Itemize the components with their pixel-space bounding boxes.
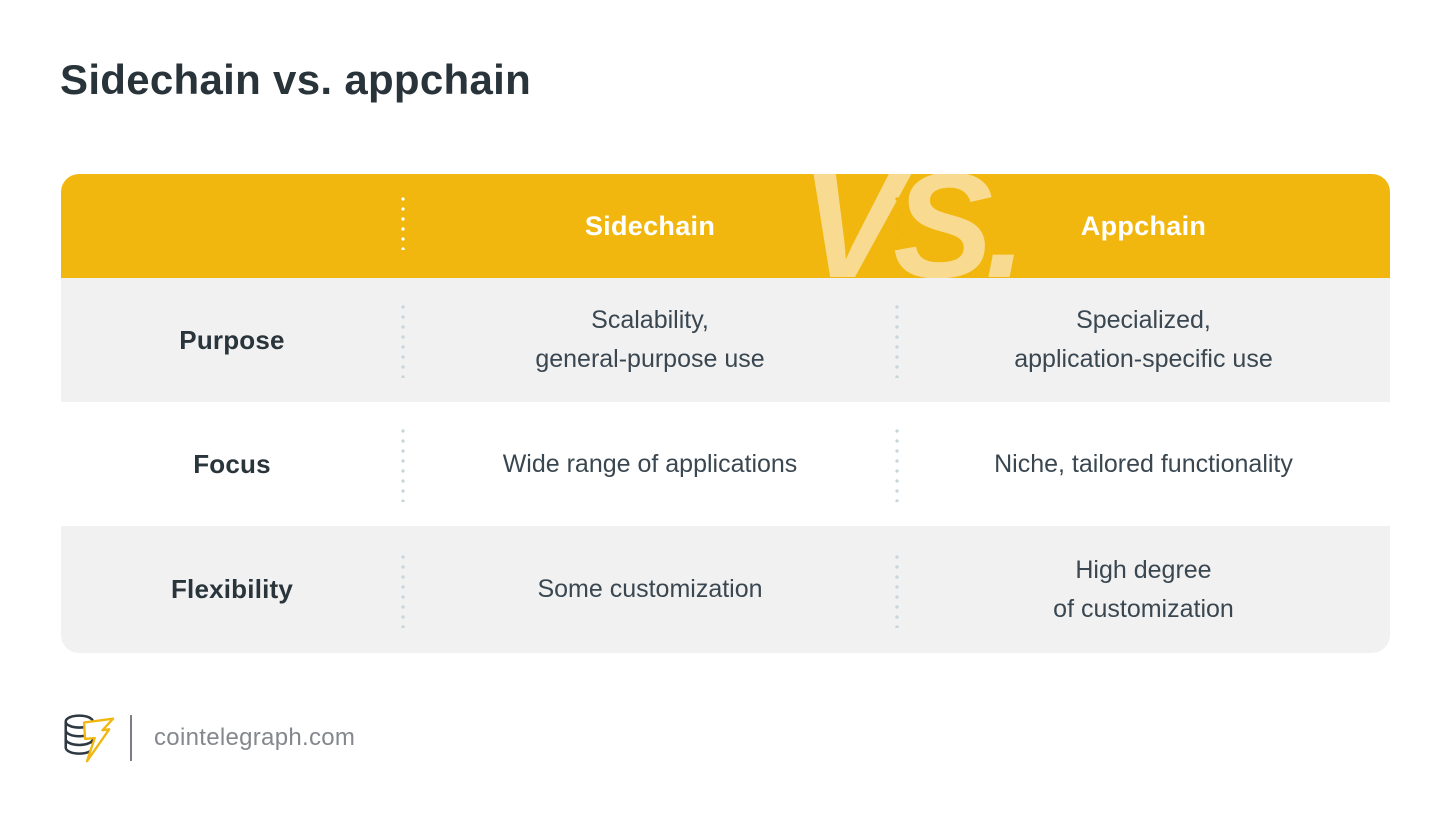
dotted-divider-icon xyxy=(895,302,899,378)
table-row-purpose: Purpose Scalability, general-purpose use… xyxy=(61,278,1390,402)
header-empty-cell xyxy=(61,174,403,278)
dotted-divider-icon xyxy=(895,426,899,502)
table-header-row: VS. Sidechain Appchain xyxy=(61,174,1390,278)
dotted-divider-icon xyxy=(401,426,405,502)
header-appchain: Appchain xyxy=(1080,210,1207,241)
footer-divider xyxy=(130,715,132,761)
appchain-cell: High degree of customization xyxy=(1053,555,1234,623)
table-row-flexibility: Flexibility Some customization High degr… xyxy=(61,526,1390,653)
row-label: Flexibility xyxy=(170,574,294,604)
dotted-divider-icon xyxy=(401,551,405,628)
table-row-focus: Focus Wide range of applications Niche, … xyxy=(61,402,1390,526)
row-label: Focus xyxy=(193,448,271,479)
row-label: Purpose xyxy=(179,324,285,355)
footer: cointelegraph.com xyxy=(58,706,355,770)
dotted-divider-icon xyxy=(895,551,899,628)
sidechain-cell: Scalability, general-purpose use xyxy=(535,306,765,373)
dotted-divider-icon xyxy=(401,194,405,250)
header-sidechain: Sidechain xyxy=(584,210,716,241)
dotted-divider-icon xyxy=(401,302,405,378)
dotted-divider-icon xyxy=(895,194,899,250)
site-url: cointelegraph.com xyxy=(154,724,356,751)
comparison-table: VS. Sidechain Appchain Purpose Scalabili… xyxy=(61,174,1390,653)
page-title: Sidechain vs. appchain xyxy=(60,56,532,103)
cointelegraph-logo-icon xyxy=(64,714,115,763)
appchain-cell: Specialized, application-specific use xyxy=(1014,306,1273,373)
sidechain-cell: Some customization xyxy=(537,575,763,603)
appchain-cell: Niche, tailored functionality xyxy=(994,449,1293,478)
sidechain-cell: Wide range of applications xyxy=(502,449,798,478)
